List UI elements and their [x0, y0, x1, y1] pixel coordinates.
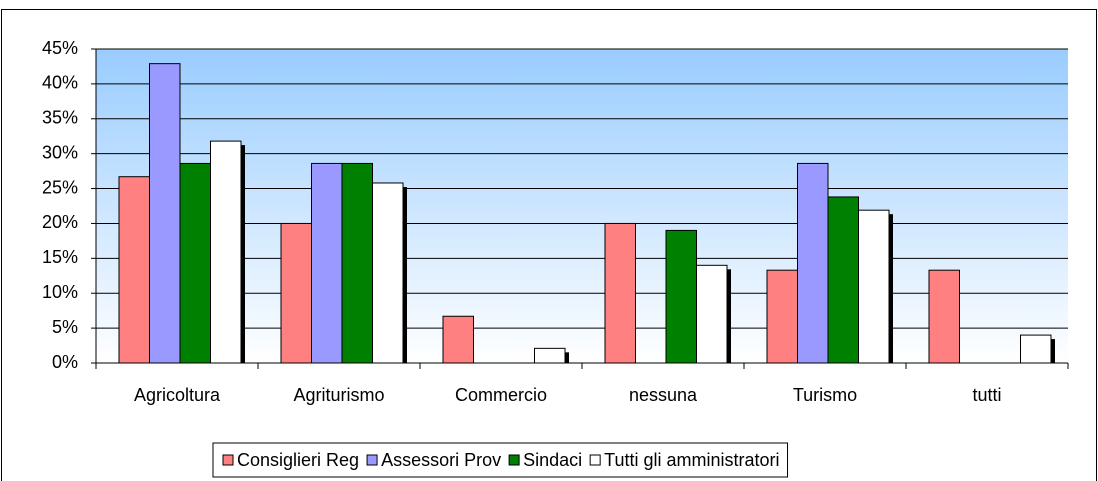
y-tick-label: 20% [42, 212, 78, 232]
bar [149, 63, 181, 364]
bar [311, 162, 343, 364]
bar [280, 222, 312, 364]
bar [827, 196, 859, 364]
y-tick-label: 15% [42, 247, 78, 267]
y-tick-label: 40% [42, 73, 78, 93]
x-tick-label: tutti [972, 385, 1001, 405]
bar [696, 264, 728, 364]
bar-shadow [727, 269, 731, 363]
bar-shadow [889, 214, 893, 363]
legend-swatch [589, 454, 601, 466]
bar-shadow [403, 186, 407, 363]
x-tick-label: nessuna [629, 385, 698, 405]
bar [858, 209, 890, 364]
y-tick-label: 10% [42, 282, 78, 302]
legend-label: Assessori Prov [381, 450, 501, 470]
y-tick-label: 30% [42, 142, 78, 162]
legend-label: Tutti gli amministratori [604, 450, 779, 470]
bar [928, 269, 960, 364]
chart-frame [1, 9, 1097, 481]
legend-swatch [222, 454, 234, 466]
x-tick-label: Agricoltura [134, 385, 221, 405]
bar [341, 162, 373, 364]
bar-shadow [1051, 339, 1055, 363]
bar-shadow [241, 145, 245, 363]
bar [372, 182, 404, 364]
y-tick-label: 45% [42, 38, 78, 58]
bar [1020, 334, 1052, 364]
bar [665, 229, 697, 364]
bar [766, 269, 798, 364]
x-tick-label: Agriturismo [293, 385, 384, 405]
x-tick-label: Commercio [455, 385, 547, 405]
legend-label: Sindaci [523, 450, 582, 470]
legend-label: Consiglieri Reg [237, 450, 359, 470]
bar [534, 347, 566, 364]
bar [442, 315, 474, 364]
legend-swatch [508, 454, 520, 466]
plot-area [96, 49, 1068, 363]
bar [179, 162, 211, 364]
bar-shadow [565, 352, 569, 363]
y-tick-label: 35% [42, 108, 78, 128]
y-tick-label: 5% [52, 317, 78, 337]
legend-swatch [366, 454, 378, 466]
x-tick-label: Turismo [793, 385, 857, 405]
bar [604, 222, 636, 364]
bar [210, 140, 242, 364]
y-tick-label: 0% [52, 352, 78, 372]
bar [118, 176, 150, 364]
bar [797, 162, 829, 364]
legend [212, 442, 789, 478]
y-tick-label: 25% [42, 177, 78, 197]
